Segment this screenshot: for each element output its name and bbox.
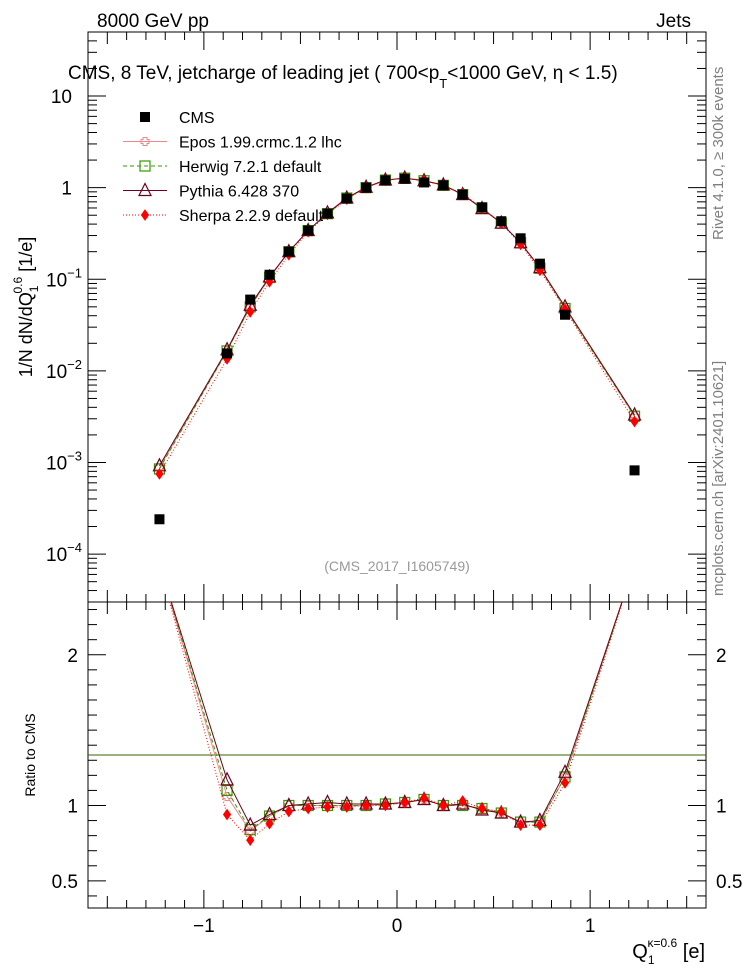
x-axis-ticks: −1 0 1 (106, 32, 688, 937)
legend-marker (140, 112, 150, 122)
legend-label: CMS (179, 110, 215, 127)
ratio-series-group (169, 602, 624, 847)
ratio-4-point (304, 802, 313, 815)
ratio-4-point (222, 808, 232, 821)
ratio-3-point (243, 816, 258, 831)
ratio-4-point (560, 777, 570, 789)
cms-data-point (303, 225, 314, 236)
cms-data-point (222, 348, 233, 359)
cms-data-point (245, 294, 256, 305)
ratio-4-point (265, 817, 274, 830)
ratio-4-point (342, 801, 351, 813)
ratio-4-point (516, 819, 525, 831)
series-4-point (155, 468, 164, 480)
ratio-4-point (381, 799, 390, 812)
cms-data-point (322, 208, 333, 219)
ratio-4-point (535, 819, 545, 831)
ratio-4-point (458, 795, 467, 807)
plot-title: CMS, 8 TeV, jetcharge of leading jet ( 7… (68, 63, 618, 91)
cms-data-point (399, 173, 410, 184)
ratio-tick-label-right: 1 (716, 796, 727, 817)
x-tick-label: 1 (585, 916, 596, 937)
cms-data-point (560, 309, 571, 320)
ratio-tick-label-left: 2 (67, 646, 78, 667)
side-mcplots-label: mcplots.cern.ch [arXiv:2401.10621] (710, 361, 727, 596)
cms-data-point (283, 246, 294, 257)
y-tick-label: 10 (51, 87, 72, 108)
svg-text:1/N dN/dQ10.6 [1/e]: 1/N dN/dQ10.6 [1/e] (11, 237, 41, 377)
plot-title-main: CMS, 8 TeV, jetcharge of leading jet ( 7… (68, 63, 439, 84)
analysis-id: (CMS_2017_I1605749) (324, 558, 470, 574)
main-series-group (152, 169, 642, 525)
side-rivet-label: Rivet 4.1.0, ≥ 300k events (710, 67, 727, 240)
x-label-unit: [e] (677, 941, 705, 963)
cms-data-point (476, 202, 487, 213)
ratio-4-point (246, 834, 255, 847)
legend: CMS Epos 1.99.crmc.1.2 lhc Herwig 7.2.1 de… (123, 110, 342, 225)
legend-label: Pythia 6.428 370 (179, 184, 299, 201)
ratio-4-point (439, 799, 448, 812)
y-tick-label: 10−4 (46, 540, 82, 566)
y-tick-label: 1 (61, 179, 72, 200)
y-tick-label: 10−3 (46, 448, 82, 474)
ratio-tick-label-left: 1 (67, 796, 78, 817)
legend-label: Herwig 7.2.1 default (179, 159, 322, 176)
plot-title-sub: T (439, 76, 447, 91)
main-ylabel-unit: [1/e] (16, 237, 36, 277)
x-label-base: Q (632, 941, 648, 963)
x-tick-label: −1 (193, 916, 215, 937)
y-tick-label: 10−2 (46, 357, 82, 383)
series-4-point (246, 306, 255, 318)
cms-data-point (629, 465, 640, 476)
ratio-4-point (477, 802, 487, 815)
ratio-3-point (455, 795, 470, 810)
ratio-4-point (400, 796, 409, 809)
main-ylabel-base: 1/N dN/dQ (16, 292, 36, 377)
main-ylabel: 1/N dN/dQ10.6 [1/e] (11, 237, 41, 377)
x-label-sub: 1 (648, 953, 655, 967)
cms-data-point (515, 233, 526, 244)
ratio-4-point (361, 799, 371, 812)
main-ylabel-sub: 1 (27, 285, 41, 292)
x-tick-label: 0 (392, 916, 403, 937)
plot-title-tail: <1000 GeV, η < 1.5) (447, 63, 617, 84)
ratio-tick-label-left: 0.5 (52, 872, 78, 893)
ratio-4-point (497, 805, 506, 818)
ratio-3-point (220, 771, 235, 786)
cms-data-point (438, 180, 449, 191)
cms-data-point (154, 514, 165, 525)
cms-data-point (496, 216, 507, 227)
cms-data-point (264, 269, 275, 280)
ratio-y-axis-ticks: 0.5 0.5 1 1 2 2 (52, 609, 742, 897)
cms-data-point (419, 177, 430, 188)
legend-marker (139, 160, 151, 172)
cms-data-point (534, 258, 545, 269)
ratio-tick-label-right: 2 (716, 646, 727, 667)
ratio-tick-label-right: 0.5 (716, 872, 742, 893)
main-ylabel-sup: 0.6 (11, 276, 25, 293)
legend-marker (140, 137, 150, 146)
series-4-point (630, 415, 639, 428)
ratio-4-point (284, 805, 293, 818)
cms-data-point (361, 182, 372, 193)
ratio-ylabel: Ratio to CMS (22, 713, 38, 796)
ratio-4-point (323, 801, 332, 813)
x-label-sup: κ=0.6 (648, 936, 678, 950)
cms-data-point (341, 193, 352, 204)
header-left: 8000 GeV pp (97, 11, 209, 32)
y-tick-label: 10−1 (46, 265, 82, 291)
cms-data-point (457, 189, 468, 200)
legend-marker (138, 182, 152, 197)
legend-label: Epos 1.99.crmc.1.2 lhc (179, 135, 342, 152)
header-right: Jets (656, 11, 691, 32)
main-y-axis-ticks: 10−4 10−3 10−2 10−1 1 10 (46, 31, 706, 603)
legend-marker (140, 209, 150, 221)
cms-data-point (380, 175, 391, 186)
ratio-4-point (419, 792, 429, 804)
legend-label: Sherpa 2.2.9 default (179, 208, 324, 225)
x-axis-label: Q1 κ=0.6 [e] (632, 936, 705, 967)
